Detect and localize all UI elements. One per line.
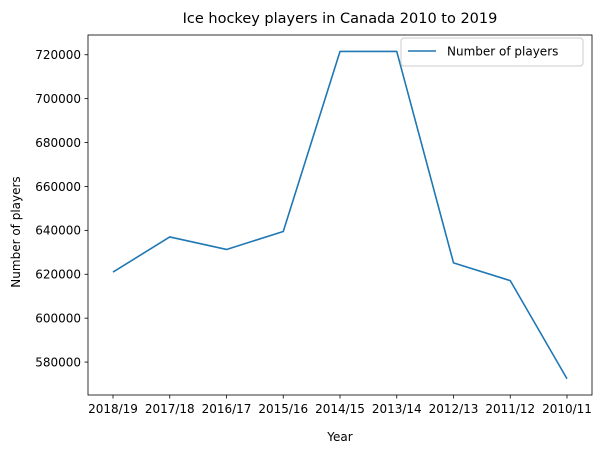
x-tick-label: 2011/12 xyxy=(485,402,535,416)
y-tick-label: 600000 xyxy=(35,311,81,325)
y-tick-label: 640000 xyxy=(35,224,81,238)
y-tick-label: 680000 xyxy=(35,136,81,150)
x-axis: 2018/19 2017/18 2016/17 2015/16 2014/15 2013/… xyxy=(88,395,592,416)
x-tick-label: 2012/13 xyxy=(429,402,479,416)
y-tick-label: 620000 xyxy=(35,268,81,282)
x-tick-label: 2010/11 xyxy=(542,402,592,416)
x-tick-label: 2018/19 xyxy=(88,402,138,416)
y-tick-label: 720000 xyxy=(35,48,81,62)
y-tick-label: 700000 xyxy=(35,92,81,106)
chart-title: Ice hockey players in Canada 2010 to 201… xyxy=(183,11,498,27)
x-tick-label: 2014/15 xyxy=(315,402,365,416)
y-tick-label: 580000 xyxy=(35,355,81,369)
legend-box xyxy=(400,37,584,67)
x-tick-label: 2017/18 xyxy=(145,402,195,416)
y-tick-label: 660000 xyxy=(35,180,81,194)
y-axis-label: Number of players xyxy=(9,176,23,287)
x-tick-label: 2013/14 xyxy=(372,402,422,416)
legend: Number of players xyxy=(400,37,584,67)
x-tick-label: 2015/16 xyxy=(258,402,308,416)
x-axis-label: Year xyxy=(326,430,352,444)
x-tick-label: 2016/17 xyxy=(202,402,252,416)
legend-entry: Number of players xyxy=(447,45,558,59)
y-axis: 580000 600000 620000 640000 660000 680000 7000… xyxy=(35,48,88,369)
